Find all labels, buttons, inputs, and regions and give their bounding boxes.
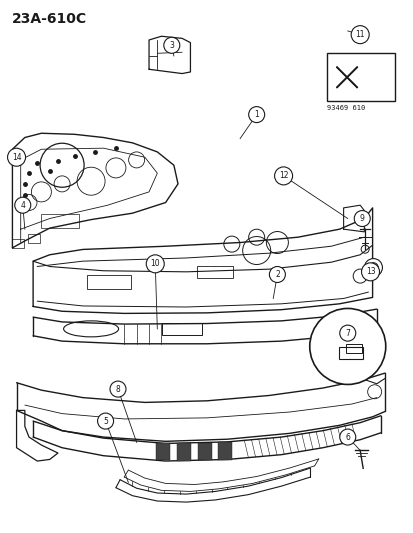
Text: 11: 11 [355,30,364,39]
Text: 1: 1 [254,110,259,119]
Circle shape [7,148,26,166]
Text: 9: 9 [359,214,364,223]
Circle shape [354,211,369,227]
Circle shape [97,413,113,429]
Circle shape [110,381,126,397]
Circle shape [15,197,31,213]
Text: 5: 5 [103,417,108,425]
Bar [326,53,394,101]
Text: 12: 12 [278,172,287,180]
Text: 10: 10 [150,260,160,268]
Text: 13: 13 [365,268,375,276]
Bar [12,239,24,248]
Bar [87,276,131,289]
Text: 7: 7 [344,329,349,337]
Bar [197,442,211,460]
Circle shape [339,429,355,445]
Bar [338,347,362,359]
Text: 93469 610: 93469 610 [326,106,364,111]
Circle shape [350,26,368,44]
Text: 14: 14 [12,153,21,161]
Bar [156,443,170,461]
Circle shape [352,269,366,283]
Text: 3: 3 [169,41,174,50]
Circle shape [248,107,264,123]
Bar [28,234,40,243]
Circle shape [274,167,292,185]
Bar [345,343,361,352]
Bar [177,443,190,461]
Bar [197,266,233,278]
Text: 23A-610C: 23A-610C [12,12,87,26]
Bar [162,323,202,335]
Circle shape [363,259,382,277]
Circle shape [269,266,285,282]
Circle shape [361,263,379,281]
Circle shape [146,255,164,273]
Bar [41,214,79,228]
Bar [218,442,232,459]
Circle shape [309,309,385,384]
Circle shape [164,37,179,53]
Circle shape [339,325,355,341]
Circle shape [368,263,377,272]
Text: 2: 2 [274,270,279,279]
Text: 4: 4 [20,201,25,209]
Text: 8: 8 [115,385,120,393]
Text: 6: 6 [344,433,349,441]
